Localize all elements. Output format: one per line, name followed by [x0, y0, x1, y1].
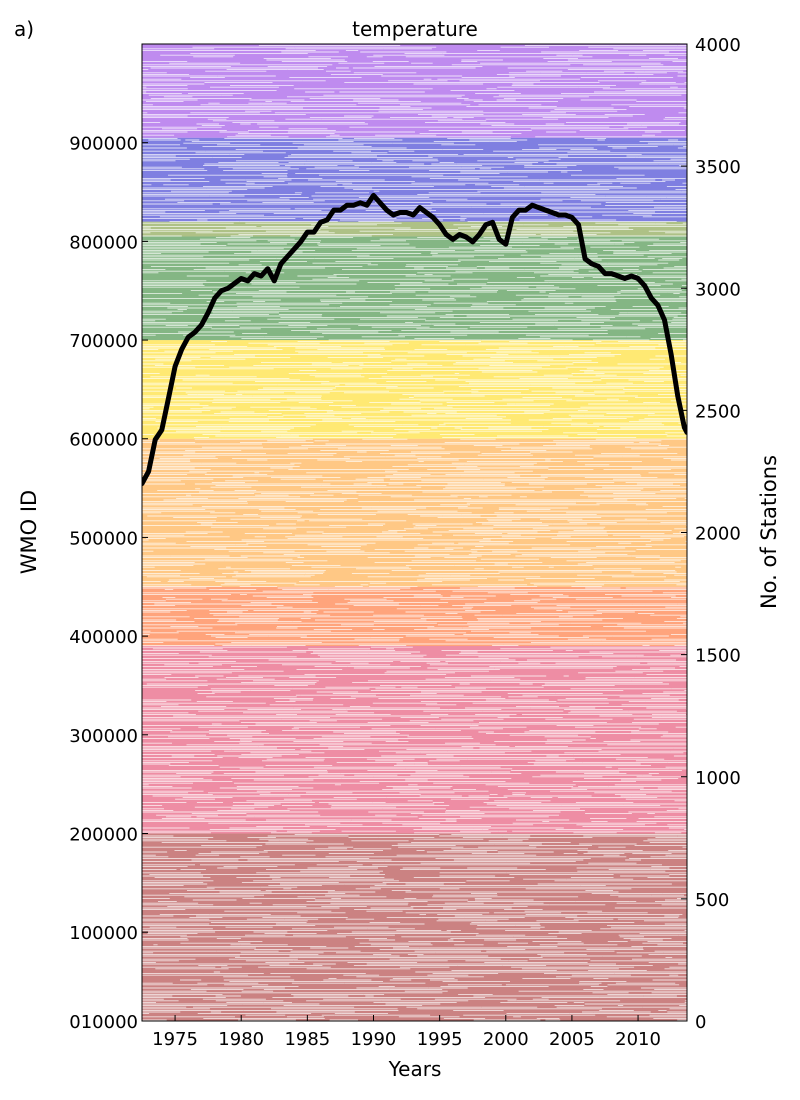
x-tick-label: 2010 — [615, 1029, 661, 1050]
chart-title: temperature — [352, 17, 478, 41]
y2-axis-label: No. of Stations — [757, 455, 781, 609]
y-left-tick-label: 500000 — [69, 528, 138, 549]
y-right-tick-label: 500 — [695, 890, 729, 911]
y-left-tick-label: 300000 — [69, 726, 138, 747]
wmo-band-8 — [142, 44, 687, 138]
x-tick-label: 2000 — [483, 1029, 529, 1050]
x-tick-label: 1975 — [152, 1029, 198, 1050]
y-left-tick-label: 400000 — [69, 627, 138, 648]
y-right-tick-label: 0 — [695, 1012, 706, 1033]
y-left-tick-label: 600000 — [69, 430, 138, 451]
y-axis-label: WMO ID — [17, 490, 41, 574]
y-left-tick-label: 010000 — [69, 1012, 138, 1033]
y-right-tick-label: 2000 — [695, 524, 741, 545]
y-left-tick-label: 700000 — [69, 331, 138, 352]
station-record-texture — [142, 44, 687, 1021]
y-right-tick-label: 1500 — [695, 646, 741, 667]
ticks: 1975 1980 1985 1990 1995 2000 2005 201001000010… — [69, 35, 741, 1050]
y-right-tick-label: 1000 — [695, 768, 741, 789]
y-left-tick-label: 800000 — [69, 232, 138, 253]
y-left-tick-label: 900000 — [69, 134, 138, 155]
x-tick-label: 2005 — [549, 1029, 595, 1050]
panel-label: a) — [14, 17, 34, 41]
station-count-line-0 — [142, 192, 687, 487]
wmo-band-4 — [142, 340, 687, 439]
x-axis-label: Years — [388, 1057, 442, 1081]
y-right-tick-label: 3000 — [695, 279, 741, 300]
y-right-tick-label: 4000 — [695, 35, 741, 56]
y-right-tick-label: 3500 — [695, 157, 741, 178]
x-tick-label: 1995 — [417, 1029, 463, 1050]
series-layer — [142, 192, 687, 487]
sparse-record-gaps — [142, 44, 687, 1021]
y-right-tick-label: 2500 — [695, 401, 741, 422]
x-tick-label: 1985 — [284, 1029, 330, 1050]
y-left-tick-label: 200000 — [69, 824, 138, 845]
x-tick-label: 1990 — [351, 1029, 397, 1050]
wmo-band-6 — [142, 221, 687, 237]
y-left-tick-label: 100000 — [69, 923, 138, 944]
x-tick-label: 1980 — [218, 1029, 264, 1050]
